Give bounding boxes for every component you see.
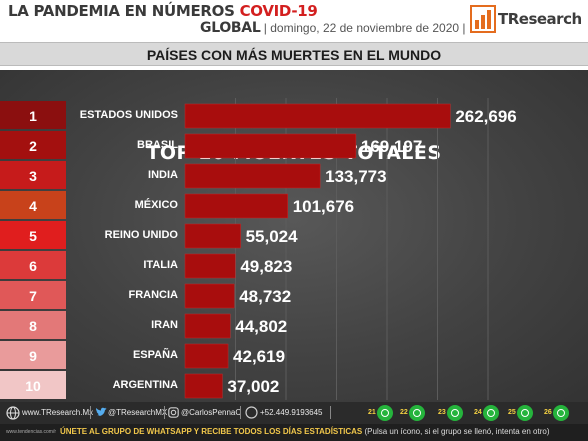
whatsapp-icon — [553, 405, 569, 421]
category-label: ARGENTINA — [113, 379, 178, 391]
date-label: domingo, 22 de noviembre de 2020 — [270, 21, 460, 35]
group-number: 23 — [438, 409, 446, 416]
value-label: 42,619 — [233, 347, 285, 366]
bar — [184, 343, 229, 369]
group-number: 21 — [368, 409, 376, 416]
rank-box — [0, 341, 66, 369]
category-label: ESPAÑA — [133, 348, 178, 361]
whatsapp-icon — [517, 405, 533, 421]
group-number: 25 — [508, 409, 516, 416]
join-cta: ÚNETE AL GRUPO DE WHATSAPP Y RECIBE TODO… — [60, 427, 550, 436]
rank-box — [0, 311, 66, 339]
value-label: 169,197 — [361, 137, 422, 156]
tiny-url: www.tendencias.com/r — [6, 429, 57, 435]
rank-box — [0, 251, 66, 279]
value-label: 48,732 — [239, 287, 291, 306]
bar — [184, 223, 241, 249]
bar — [184, 253, 236, 279]
bar — [184, 133, 357, 159]
divider — [164, 406, 165, 419]
scope-label: GLOBAL — [200, 20, 261, 36]
category-label: BRASIL — [137, 139, 178, 151]
category-label: ESTADOS UNIDOS — [80, 109, 178, 121]
title-accent: COVID-19 — [239, 2, 318, 20]
whatsapp-icon — [377, 405, 393, 421]
rank-label: 9 — [29, 348, 37, 364]
subtitle: PAÍSES CON MÁS MUERTES EN EL MUNDO — [146, 47, 442, 63]
logo-text: TResearch — [498, 10, 582, 28]
divider — [330, 406, 331, 419]
bar — [184, 103, 451, 129]
join-text: ÚNETE AL GRUPO DE WHATSAPP Y RECIBE TODO… — [60, 427, 363, 436]
rank-box — [0, 371, 66, 399]
rank-box — [0, 131, 66, 159]
category-label: FRANCIA — [129, 289, 179, 301]
group-number: 26 — [544, 409, 552, 416]
category-label: INDIA — [148, 169, 178, 181]
website-link[interactable]: www.TResearch.Mx — [22, 408, 94, 417]
rank-label: 6 — [29, 258, 37, 274]
whatsapp-icon — [409, 405, 425, 421]
bar — [184, 193, 288, 219]
value-label: 44,802 — [235, 317, 287, 336]
footer-join-bar: www.tendencias.com/r ÚNETE AL GRUPO DE W… — [0, 424, 588, 441]
bar — [184, 163, 321, 189]
twitter-link[interactable]: @TResearchMX — [108, 408, 168, 417]
bar — [184, 313, 231, 339]
value-label: 101,676 — [293, 197, 354, 216]
value-label: 262,696 — [455, 107, 516, 126]
divider — [240, 406, 241, 419]
rank-label: 3 — [29, 168, 37, 184]
rank-label: 7 — [29, 288, 37, 304]
divider — [90, 406, 91, 419]
bar — [184, 283, 235, 309]
twitter-icon — [96, 407, 107, 416]
instagram-link[interactable]: @CarlosPennaC — [181, 408, 242, 417]
footer: www.TResearch.Mx @TResearchMX @CarlosPen… — [0, 402, 588, 441]
rank-box — [0, 161, 66, 189]
group-number: 24 — [474, 409, 482, 416]
value-label: 55,024 — [246, 227, 299, 246]
rank-box — [0, 191, 66, 219]
whatsapp-icon — [245, 406, 258, 419]
header: LA PANDEMIA EN NÚMEROS COVID-19 GLOBAL |… — [0, 0, 588, 40]
date-line: GLOBAL | domingo, 22 de noviembre de 202… — [200, 20, 466, 36]
logo-chart-icon — [470, 5, 496, 33]
value-label: 133,773 — [325, 167, 386, 186]
rank-label: 10 — [25, 378, 41, 394]
phone-number[interactable]: +52.449.9193645 — [260, 408, 323, 417]
instagram-icon — [168, 407, 179, 418]
globe-icon — [6, 406, 20, 420]
group-number: 22 — [400, 409, 408, 416]
rank-label: 2 — [29, 138, 37, 154]
subtitle-band: PAÍSES CON MÁS MUERTES EN EL MUNDO — [0, 42, 588, 66]
value-label: 37,002 — [227, 377, 279, 396]
title-main: LA PANDEMIA EN NÚMEROS — [8, 2, 235, 20]
rank-box — [0, 281, 66, 309]
whatsapp-icon — [447, 405, 463, 421]
whatsapp-icon — [483, 405, 499, 421]
rank-label: 5 — [29, 228, 37, 244]
rank-label: 8 — [29, 318, 37, 334]
footer-social-bar: www.TResearch.Mx @TResearchMX @CarlosPen… — [0, 402, 588, 424]
rank-box — [0, 221, 66, 249]
page-title: LA PANDEMIA EN NÚMEROS COVID-19 — [8, 2, 318, 20]
rank-label: 1 — [29, 108, 37, 124]
category-label: IRAN — [151, 319, 178, 331]
tresearch-logo[interactable]: TResearch — [470, 4, 582, 36]
rank-box — [0, 101, 66, 129]
category-label: ITALIA — [143, 259, 178, 271]
bar — [184, 373, 223, 399]
join-note: (Pulsa un ícono, si el grupo se llenó, i… — [364, 427, 550, 436]
category-label: MÉXICO — [135, 198, 179, 211]
value-label: 49,823 — [240, 257, 292, 276]
category-label: REINO UNIDO — [105, 229, 179, 241]
rank-label: 4 — [29, 198, 37, 214]
